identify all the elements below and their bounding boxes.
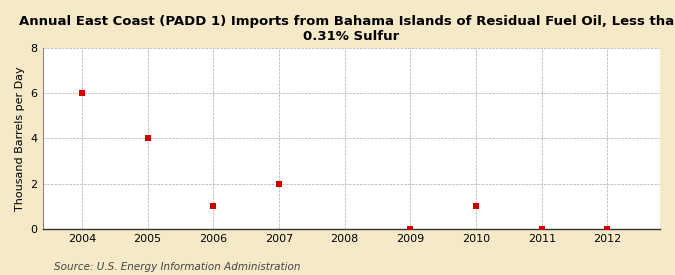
Text: Source: U.S. Energy Information Administration: Source: U.S. Energy Information Administ… (54, 262, 300, 272)
Point (208, 204, 219, 208)
Point (405, 226, 416, 231)
Title: Annual East Coast (PADD 1) Imports from Bahama Islands of Residual Fuel Oil, Les: Annual East Coast (PADD 1) Imports from … (19, 15, 675, 43)
Y-axis label: Thousand Barrels per Day: Thousand Barrels per Day (15, 66, 25, 211)
Point (470, 204, 481, 208)
Point (76, 91, 87, 96)
Point (142, 136, 153, 141)
Point (273, 182, 284, 186)
Point (537, 226, 547, 231)
Point (602, 226, 613, 231)
